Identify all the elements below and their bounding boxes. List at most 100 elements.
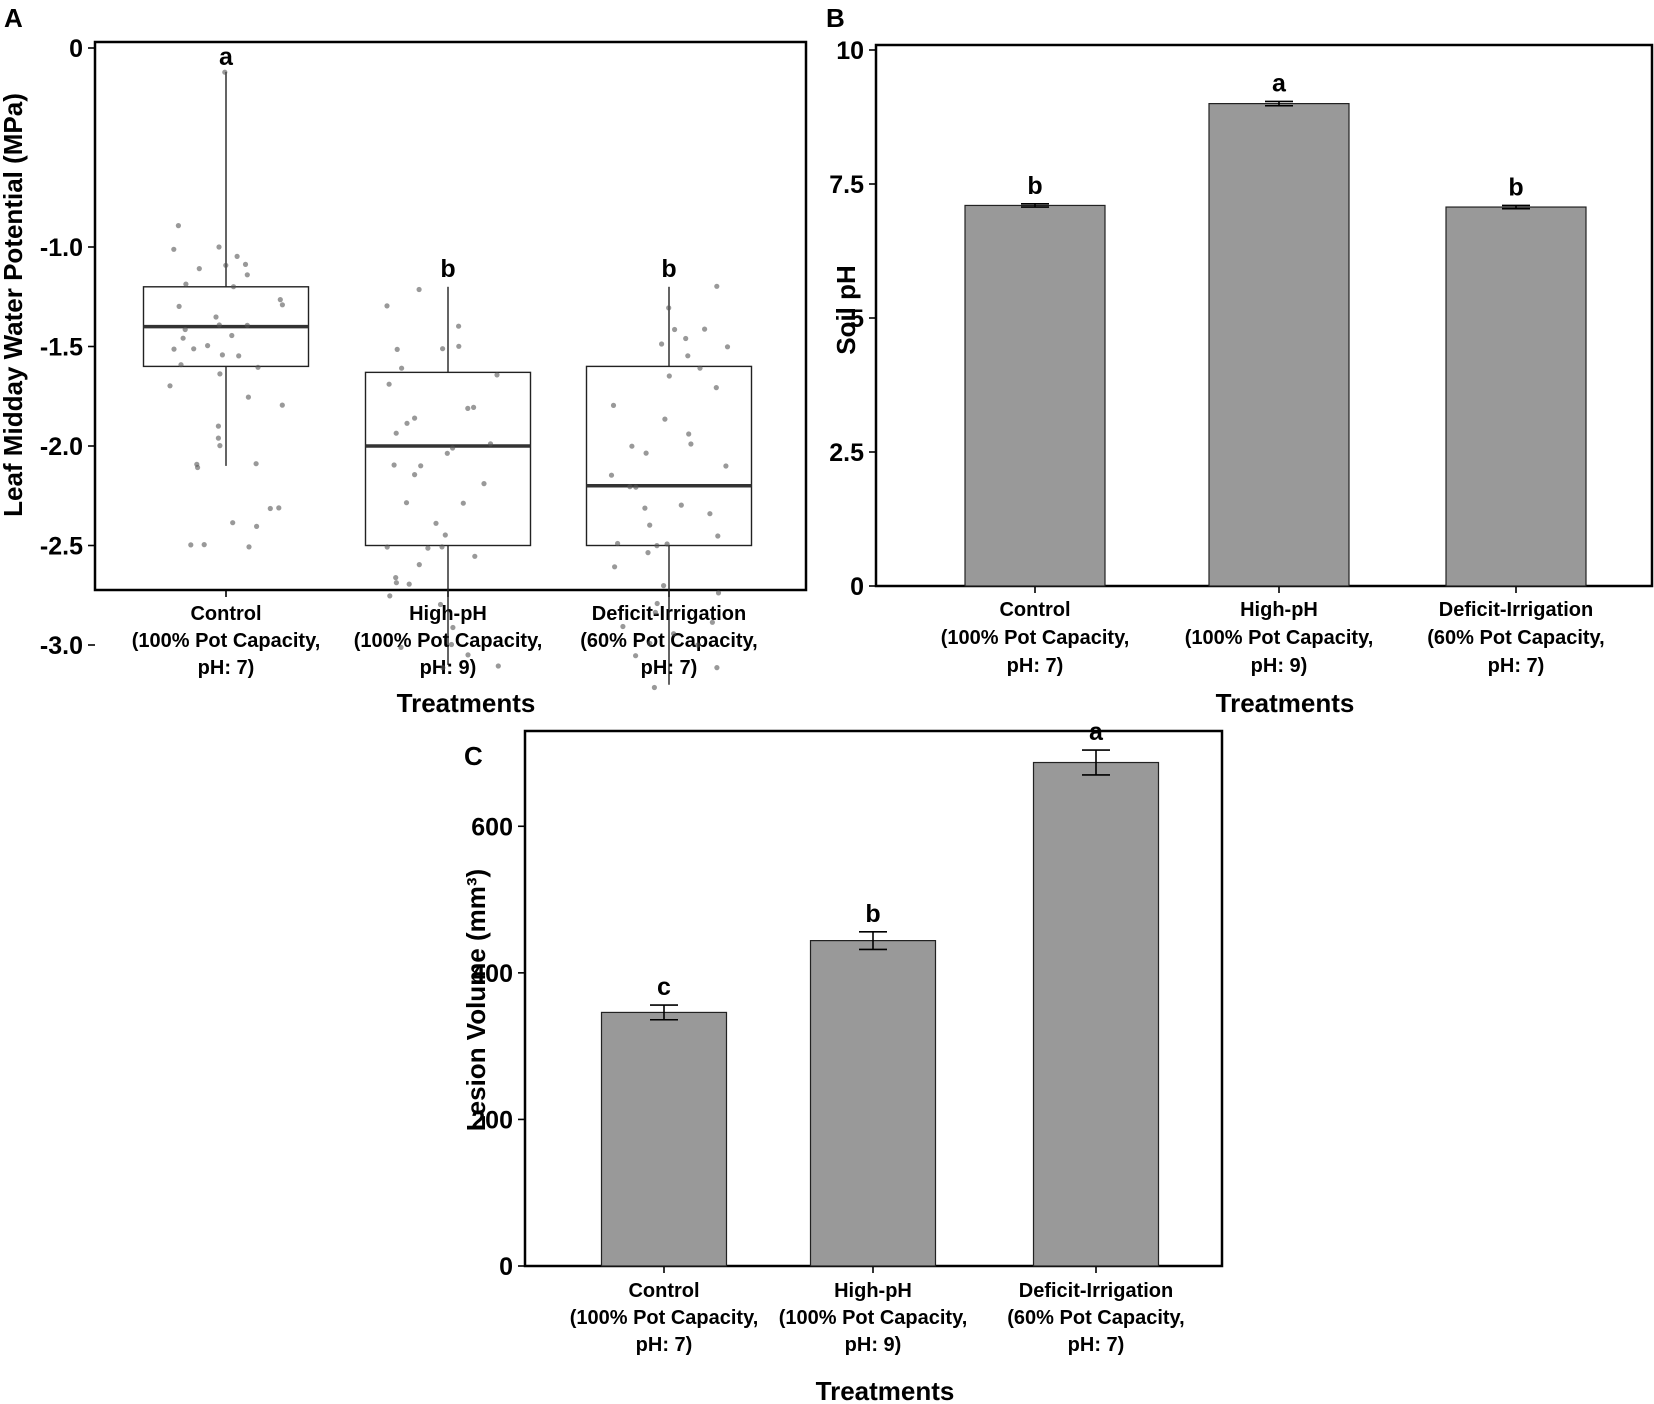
data-point [647,640,653,647]
y-tick-label: 600 [471,813,513,841]
data-point [404,420,410,426]
data-point [236,353,242,359]
x-category-label: Control [628,1280,699,1302]
significance-letter: c [657,973,671,1001]
data-point [642,505,648,511]
x-category-label: Control [999,599,1070,621]
data-point [439,544,445,550]
data-point [393,575,399,581]
data-point [180,335,186,341]
significance-letter: b [1508,173,1523,201]
data-point [384,303,390,309]
x-category-label: pH: 7) [1488,655,1545,677]
y-tick-label: -2.5 [40,533,83,561]
data-point [394,346,400,352]
y-axis-title: Leaf Midday Water Potential (MPa) [0,93,28,517]
data-point [175,223,181,229]
significance-letter: a [219,43,234,71]
data-point [678,502,684,508]
data-point [702,326,708,332]
data-point [652,609,659,615]
data-point [387,593,393,599]
data-point [245,394,251,400]
data-point [666,305,672,311]
data-point [437,601,444,608]
data-point [448,641,455,648]
data-point [715,533,721,539]
data-point [450,624,456,631]
data-point [213,314,219,320]
data-point [714,665,720,671]
panel-a: A 0 -1.0 -1.5 -2.0 -2.5 -3.0 Control (100% Pot C… [0,3,808,718]
data-point [386,381,392,387]
data-point [254,523,260,530]
data-point [612,564,618,570]
x-category-label: Deficit-Irrigation [1019,1280,1173,1302]
data-point [277,297,283,303]
plot-frame [93,40,808,592]
panel-letter: C [464,741,483,771]
data-point [672,326,678,333]
iqr-box [364,371,532,547]
bar [1445,206,1587,587]
data-point [222,69,228,75]
significance-letter: b [661,255,676,283]
data-point [276,505,282,511]
data-point [440,665,446,671]
data-point [205,343,211,349]
x-category-label: (100% Pot Capacity, [779,1307,968,1329]
x-category-label: pH: 7) [1007,655,1064,677]
data-point [217,443,223,449]
data-point [217,371,223,377]
data-point [651,684,658,691]
data-point [495,663,501,669]
data-point [178,362,184,368]
x-category-label: (100% Pot Capacity, [941,627,1130,649]
y-axis-title: Lesion Volume (mm³) [461,869,491,1131]
significance-letter: b [440,255,455,283]
data-point [715,590,722,596]
y-tick-label: -1.5 [40,334,83,362]
data-point [481,481,487,487]
data-point [196,266,202,272]
data-point [627,484,633,490]
data-point [465,405,471,411]
y-tick-label: -1.0 [40,234,83,262]
panel-c: C 0 200 400 600 Control (100% Pot Capacity, pH:… [461,718,1224,1404]
significance-letter: a [1272,69,1287,97]
data-point [267,505,273,512]
data-point [645,550,651,556]
data-point [406,581,412,587]
x-axis-title: Treatments [816,1376,955,1404]
data-point [244,322,250,328]
data-point [487,441,494,447]
x-category-label: (60% Pot Capacity, [1427,627,1604,649]
data-point [246,544,252,550]
iqr-box [585,365,753,547]
data-point [244,272,250,278]
data-point [695,642,701,648]
data-point [412,472,418,478]
data-point [713,385,719,391]
data-point [433,520,439,526]
bar [600,1011,728,1267]
y-tick-label: 0 [69,35,83,63]
data-point [633,653,639,659]
data-point [183,281,189,287]
data-point [418,463,424,469]
y-tick-label: 200 [471,1106,513,1134]
data-point [255,364,261,370]
data-point [494,372,500,378]
data-point [615,540,621,547]
x-category-label: pH: 7) [636,1334,693,1356]
panel-letter: A [4,3,23,33]
data-point [242,261,249,267]
data-point [279,402,285,408]
x-category-label: pH: 9) [845,1334,902,1356]
data-point [683,335,689,342]
y-tick-label: 0 [499,1253,513,1281]
data-point [216,322,222,328]
data-point [666,373,672,379]
bar [1032,761,1160,1267]
